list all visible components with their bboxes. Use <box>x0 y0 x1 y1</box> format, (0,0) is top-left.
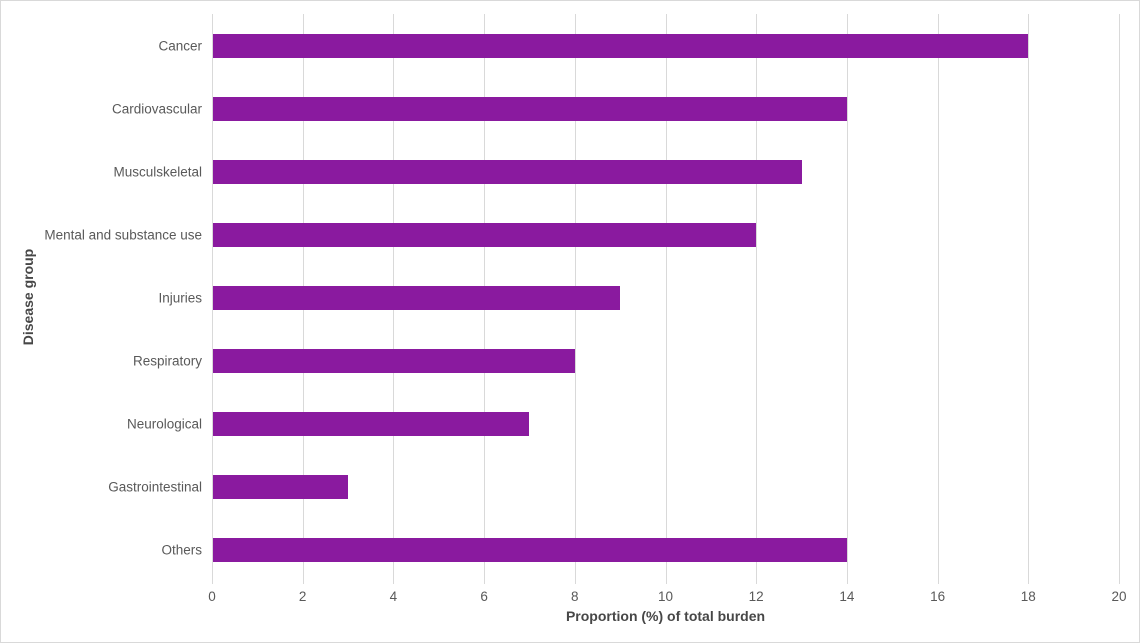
x-tick-label-4: 4 <box>389 589 398 604</box>
category-label-gastrointestinal: Gastrointestinal <box>108 479 202 494</box>
gridline-x-16 <box>937 14 939 584</box>
plot-area <box>212 14 1120 584</box>
x-tick-label-12: 12 <box>748 589 764 604</box>
bar-cancer <box>213 33 1029 58</box>
category-label-mental-and-substance-use: Mental and substance use <box>44 227 202 242</box>
bar-mental-and-substance-use <box>213 222 757 247</box>
x-tick-label-10: 10 <box>657 589 674 604</box>
bar-cardiovascular <box>213 96 847 121</box>
x-tick-label-2: 2 <box>298 589 307 604</box>
x-tick-label-20: 20 <box>1111 589 1127 604</box>
x-tick-label-6: 6 <box>480 589 488 604</box>
gridline-x-12 <box>756 14 758 584</box>
gridline-x-0 <box>212 14 213 584</box>
category-label-neurological: Neurological <box>126 416 202 431</box>
x-axis-title: Proportion (%) of total burden <box>565 608 766 624</box>
category-label-cancer: Cancer <box>158 38 202 53</box>
category-label-musculskeletal: Musculskeletal <box>113 164 202 179</box>
bar-gastrointestinal <box>213 474 349 499</box>
category-label-others: Others <box>161 542 202 557</box>
x-tick-label-18: 18 <box>1020 589 1036 604</box>
gridline-x-20 <box>1119 14 1120 584</box>
x-tick-label-14: 14 <box>839 589 855 604</box>
y-axis-title: Disease group <box>20 248 36 346</box>
category-label-cardiovascular: Cardiovascular <box>111 101 202 116</box>
category-label-respiratory: Respiratory <box>132 353 202 368</box>
x-tick-label-0: 0 <box>208 589 216 604</box>
bar-respiratory <box>213 348 575 373</box>
x-tick-label-16: 16 <box>930 589 946 604</box>
bar-injuries <box>213 285 621 310</box>
x-tick-label-8: 8 <box>571 589 579 604</box>
gridline-x-10 <box>665 14 667 584</box>
bar-neurological <box>213 411 530 436</box>
bar-musculskeletal <box>213 159 802 184</box>
category-label-injuries: Injuries <box>158 290 202 305</box>
bar-others <box>213 537 847 562</box>
gridline-x-18 <box>1028 14 1030 584</box>
gridline-x-14 <box>846 14 848 584</box>
